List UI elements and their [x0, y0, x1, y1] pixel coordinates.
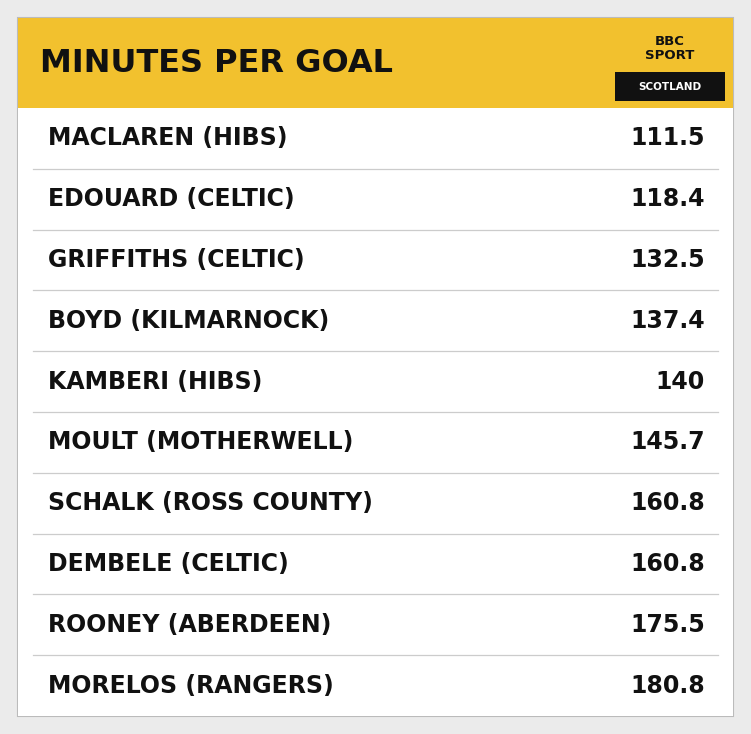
Text: BBC
SPORT: BBC SPORT [645, 34, 695, 62]
Text: SCHALK (ROSS COUNTY): SCHALK (ROSS COUNTY) [48, 491, 373, 515]
Text: KAMBERI (HIBS): KAMBERI (HIBS) [48, 370, 262, 393]
Text: GRIFFITHS (CELTIC): GRIFFITHS (CELTIC) [48, 248, 305, 272]
Text: 137.4: 137.4 [630, 309, 705, 333]
Bar [615, 25, 725, 72]
Text: 160.8: 160.8 [630, 552, 705, 576]
Text: 111.5: 111.5 [631, 126, 705, 150]
Text: 145.7: 145.7 [630, 430, 705, 454]
Text: MORELOS (RANGERS): MORELOS (RANGERS) [48, 674, 333, 697]
Text: MACLAREN (HIBS): MACLAREN (HIBS) [48, 126, 288, 150]
Text: 118.4: 118.4 [631, 187, 705, 211]
Text: 160.8: 160.8 [630, 491, 705, 515]
Text: ROONEY (ABERDEEN): ROONEY (ABERDEEN) [48, 613, 331, 637]
Text: 140: 140 [656, 370, 705, 393]
Text: 180.8: 180.8 [630, 674, 705, 697]
Bar [18, 18, 733, 108]
Text: MINUTES PER GOAL: MINUTES PER GOAL [40, 48, 393, 79]
Text: MOULT (MOTHERWELL): MOULT (MOTHERWELL) [48, 430, 354, 454]
Bar [18, 108, 733, 716]
Text: DEMBELE (CELTIC): DEMBELE (CELTIC) [48, 552, 288, 576]
Text: SCOTLAND: SCOTLAND [638, 81, 701, 92]
Text: EDOUARD (CELTIC): EDOUARD (CELTIC) [48, 187, 294, 211]
Text: BOYD (KILMARNOCK): BOYD (KILMARNOCK) [48, 309, 329, 333]
Bar [615, 72, 725, 101]
Text: 132.5: 132.5 [630, 248, 705, 272]
Text: 175.5: 175.5 [630, 613, 705, 637]
